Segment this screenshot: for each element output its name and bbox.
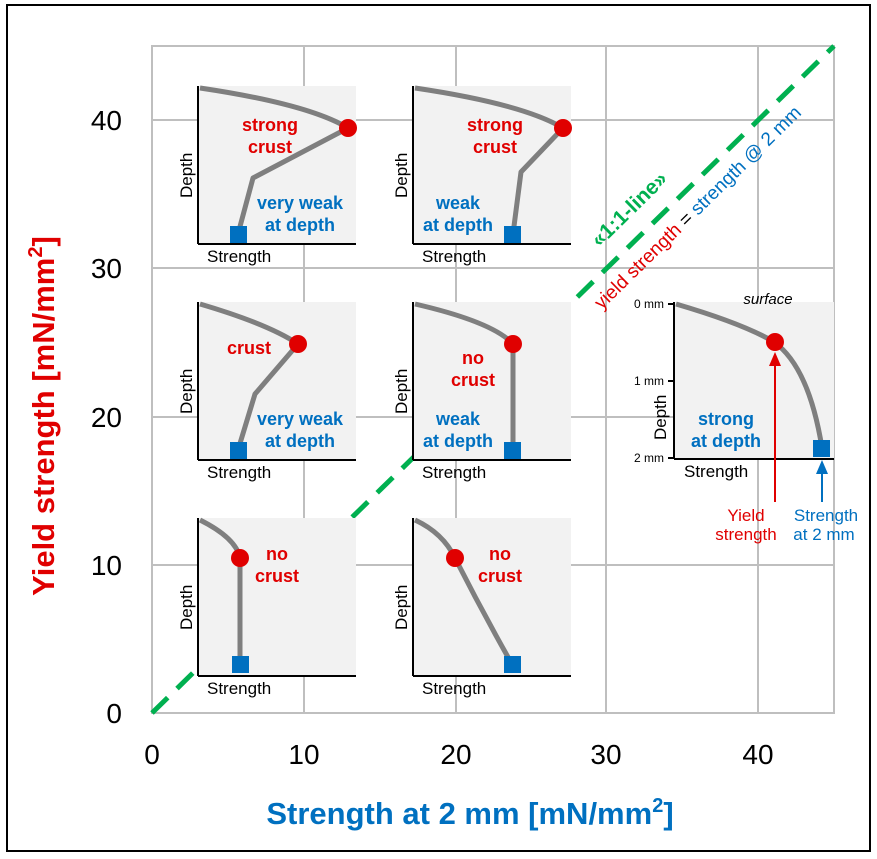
inset-ylabel: Depth xyxy=(177,369,196,414)
yield-strength-marker xyxy=(231,549,249,567)
depth-label: weak xyxy=(435,193,481,213)
x-tick-label: 0 xyxy=(144,739,160,770)
yield-strength-marker xyxy=(289,335,307,353)
inset-no-crust-mid: no crust Strength Depth xyxy=(392,517,571,698)
y-tick-labels: 0 10 20 30 40 xyxy=(91,105,122,729)
x-axis-title: Strength at 2 mm [mN/mm2] xyxy=(266,795,673,831)
depth-label: at depth xyxy=(265,215,335,235)
crust-label: no xyxy=(266,544,288,564)
depth-tick-label: 0 mm xyxy=(634,297,664,311)
depth-label: at depth xyxy=(423,215,493,235)
inset-bg xyxy=(413,86,571,244)
inset-xlabel: Strength xyxy=(422,247,486,266)
figure-frame: 0 10 20 30 40 0 10 20 30 40 Strength at … xyxy=(6,4,871,852)
inset-xlabel: Strength xyxy=(207,679,271,698)
inset-xlabel: Strength xyxy=(422,679,486,698)
crust-label: crust xyxy=(248,137,292,157)
inset-bg xyxy=(198,518,356,676)
inset-bg xyxy=(198,302,356,460)
x-tick-label: 40 xyxy=(742,739,773,770)
depth-tick-label: 1 mm xyxy=(634,374,664,388)
crust-label: crust xyxy=(227,338,271,358)
strength-2mm-marker xyxy=(504,442,521,459)
yield-strength-label: Yield xyxy=(727,506,764,525)
inset-no-crust-weak: no crust weak at depth Strength Depth xyxy=(392,301,571,482)
depth-label: very weak xyxy=(257,193,344,213)
x-tick-labels: 0 10 20 30 40 xyxy=(144,739,773,770)
y-tick-label: 40 xyxy=(91,105,122,136)
inset-ylabel: Depth xyxy=(177,153,196,198)
x-tick-label: 10 xyxy=(288,739,319,770)
strength-2mm-marker xyxy=(504,226,521,243)
y-tick-label: 10 xyxy=(91,550,122,581)
explainer-depth-label: at depth xyxy=(691,431,761,451)
strength-2mm-marker xyxy=(504,656,521,673)
depth-label: at depth xyxy=(423,431,493,451)
crust-label: no xyxy=(489,544,511,564)
crust-label: crust xyxy=(255,566,299,586)
yield-strength-marker xyxy=(766,333,784,351)
depth-label: weak xyxy=(435,409,481,429)
x-tick-label: 20 xyxy=(440,739,471,770)
crust-label: crust xyxy=(451,370,495,390)
explainer-ylabel: Depth xyxy=(651,395,670,440)
depth-label: at depth xyxy=(265,431,335,451)
strength-at-2mm-label: Strength xyxy=(794,506,858,525)
strength-arrowhead xyxy=(816,460,828,474)
yield-strength-label: strength xyxy=(715,525,776,544)
yield-strength-marker xyxy=(554,119,572,137)
x-tick-label: 30 xyxy=(590,739,621,770)
inset-ylabel: Depth xyxy=(392,585,411,630)
yield-strength-marker xyxy=(504,335,522,353)
surface-label: surface xyxy=(743,291,792,308)
y-tick-label: 20 xyxy=(91,402,122,433)
strength-2mm-marker xyxy=(232,656,249,673)
figure: 0 10 20 30 40 0 10 20 30 40 Strength at … xyxy=(25,44,858,831)
crust-label: strong xyxy=(242,115,298,135)
inset-strong-crust-very-weak: strong crust very weak at depth Strength… xyxy=(177,85,357,266)
strength-at-2mm-label: at 2 mm xyxy=(793,525,854,544)
y-axis-title: Yield strength [mN/mm2] xyxy=(25,236,61,596)
explainer-bg xyxy=(674,302,834,459)
depth-tick-label: 2 mm xyxy=(634,451,664,465)
inset-xlabel: Strength xyxy=(422,463,486,482)
inset-xlabel: Strength xyxy=(207,463,271,482)
y-tick-label: 0 xyxy=(106,698,122,729)
inset-ylabel: Depth xyxy=(177,585,196,630)
strength-2mm-marker xyxy=(230,226,247,243)
inset-ylabel: Depth xyxy=(392,369,411,414)
inset-bg xyxy=(413,518,571,676)
explainer-xlabel: Strength xyxy=(684,462,748,481)
explainer-depth-label: strong xyxy=(698,409,754,429)
inset-xlabel: Strength xyxy=(207,247,271,266)
strength-2mm-marker xyxy=(230,442,247,459)
crust-label: crust xyxy=(473,137,517,157)
crust-label: strong xyxy=(467,115,523,135)
yield-strength-marker xyxy=(339,119,357,137)
inset-crust-very-weak: crust very weak at depth Strength Depth xyxy=(177,301,356,482)
y-tick-label: 30 xyxy=(91,253,122,284)
crust-label: crust xyxy=(478,566,522,586)
strength-profile xyxy=(413,517,516,668)
crust-label: no xyxy=(462,348,484,368)
inset-strong-crust-weak: strong crust weak at depth Strength Dept… xyxy=(392,85,572,266)
yield-arrowhead xyxy=(769,352,781,366)
explainer-inset: surface strong at depth 0 mm 1 mm 2 mm S… xyxy=(634,291,858,544)
inset-no-crust-low: no crust Strength Depth xyxy=(177,517,356,698)
depth-label: very weak xyxy=(257,409,344,429)
yield-strength-marker xyxy=(446,549,464,567)
inset-ylabel: Depth xyxy=(392,153,411,198)
strength-2mm-marker xyxy=(813,440,830,457)
